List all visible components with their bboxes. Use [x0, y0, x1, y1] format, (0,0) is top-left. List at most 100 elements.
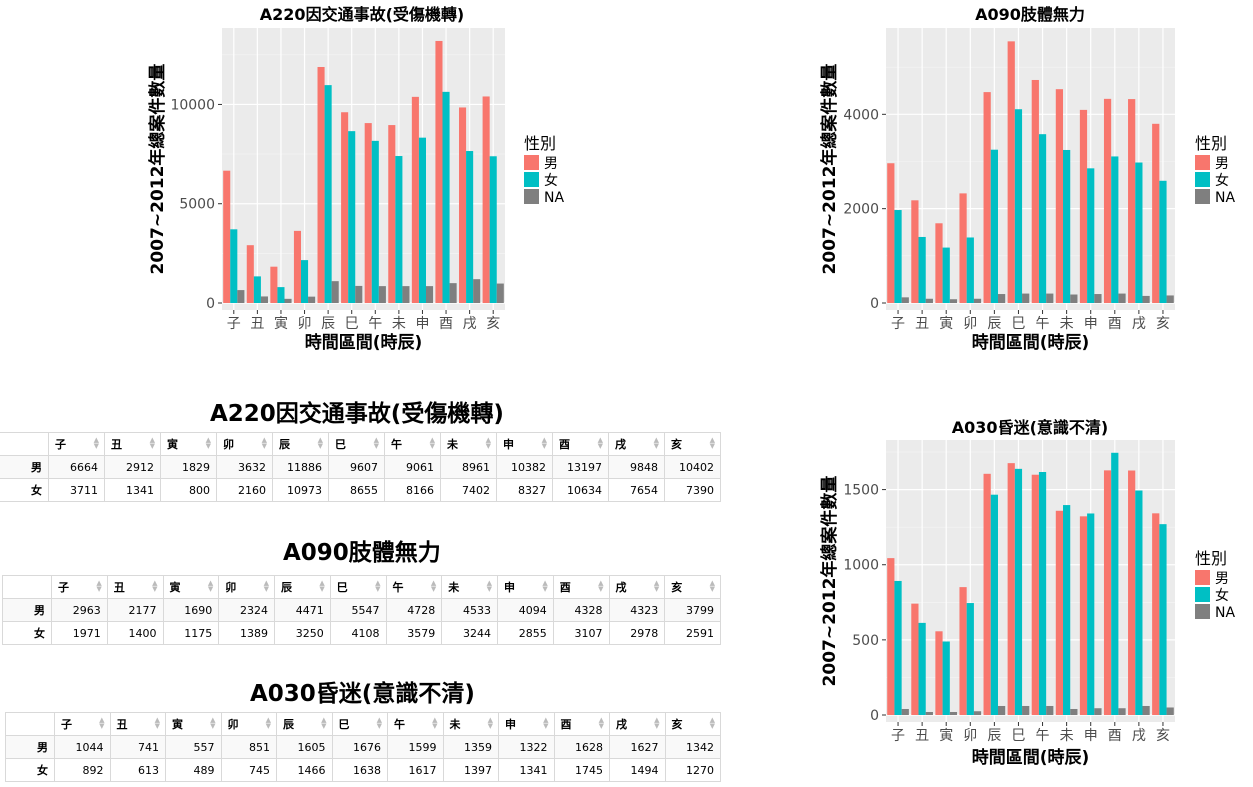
chart-title: A220因交通事故(受傷機轉) — [260, 5, 464, 24]
sort-icon[interactable]: ▲ ▼ — [709, 579, 715, 593]
sort-icon[interactable]: ▲ ▼ — [653, 579, 660, 593]
table-cell: 1617 — [387, 758, 444, 782]
table-cell: 1971 — [51, 621, 108, 645]
sort-icon[interactable]: ▲ ▼ — [542, 579, 548, 593]
sort-icon[interactable]: ▲ ▼ — [317, 436, 323, 450]
column-header[interactable]: 亥 ▲ ▼ — [664, 575, 721, 599]
column-header[interactable]: 申 ▲ ▼ — [498, 712, 555, 736]
column-header[interactable]: 酉 ▲ ▼ — [553, 712, 610, 736]
column-header[interactable]: 巳 ▲ ▼ — [328, 432, 385, 456]
column-header[interactable]: 卯 ▲ ▼ — [218, 575, 275, 599]
column-header[interactable]: 寅 ▲ ▼ — [162, 575, 220, 599]
sort-icon[interactable]: ▲ ▼ — [149, 436, 155, 450]
sort-icon[interactable]: ▲ ▼ — [207, 579, 214, 593]
sort-icon[interactable]: ▲ ▼ — [154, 716, 160, 730]
sort-icon[interactable]: ▲ ▼ — [376, 716, 382, 730]
x-tick-label: 卯 — [298, 316, 312, 332]
column-header[interactable]: 丑 ▲ ▼ — [109, 712, 166, 736]
sort-icon[interactable]: ▲ ▼ — [321, 716, 327, 730]
column-header[interactable]: 亥 ▲ ▼ — [664, 712, 721, 736]
sort-icon[interactable]: ▲ ▼ — [486, 579, 492, 593]
column-header[interactable]: 戌 ▲ ▼ — [608, 432, 665, 456]
chart-a030: 0 500 1000 1500 子丑寅卯辰巳午未申酉戌亥 A030昏迷(意識不清) 時間區間… — [620, 400, 1253, 787]
table-cell: 1397 — [442, 758, 499, 782]
sort-icon[interactable]: ▲ ▼ — [99, 716, 105, 730]
bar-NA — [284, 298, 292, 303]
column-header[interactable]: 午 ▲ ▼ — [385, 575, 443, 599]
plot-panel — [222, 28, 505, 310]
sort-icon[interactable]: ▲ ▼ — [543, 716, 549, 730]
column-header[interactable]: 辰 ▲ ▼ — [274, 575, 331, 599]
sort-icon[interactable]: ▲ ▼ — [263, 579, 269, 593]
column-header[interactable]: 未 ▲ ▼ — [441, 575, 498, 599]
column-header[interactable]: 卯 ▲ ▼ — [216, 432, 273, 456]
column-header[interactable]: 申 ▲ ▼ — [496, 432, 553, 456]
column-header[interactable]: 子 ▲ ▼ — [54, 712, 111, 736]
bar-女 — [942, 247, 950, 303]
table-cell: 892 — [54, 758, 111, 782]
column-header[interactable]: 子 ▲ ▼ — [48, 432, 105, 456]
bar-NA — [973, 298, 982, 303]
column-header[interactable]: 丑 ▲ ▼ — [106, 575, 164, 599]
sort-icon[interactable]: ▲ ▼ — [261, 436, 267, 450]
sort-icon[interactable]: ▲ ▼ — [654, 716, 660, 730]
sort-icon[interactable]: ▲ ▼ — [319, 579, 325, 593]
sort-icon[interactable]: ▲ ▼ — [93, 436, 99, 450]
bar-男 — [364, 123, 372, 304]
column-header[interactable]: 戌 ▲ ▼ — [608, 575, 666, 599]
column-header[interactable]: 卯 ▲ ▼ — [220, 712, 277, 736]
sort-icon[interactable]: ▲ ▼ — [487, 716, 493, 730]
column-header[interactable]: 寅 ▲ ▼ — [165, 712, 222, 736]
column-header[interactable]: 戌 ▲ ▼ — [609, 712, 666, 736]
bar-女 — [1111, 156, 1119, 303]
chart-title: A030昏迷(意識不清) — [952, 418, 1108, 437]
sort-icon[interactable]: ▲ ▼ — [96, 579, 102, 593]
sort-icon[interactable]: ▲ ▼ — [429, 436, 435, 450]
table-cell: 1359 — [442, 735, 499, 759]
column-header[interactable]: 午 ▲ ▼ — [387, 712, 444, 736]
column-header[interactable]: 寅 ▲ ▼ — [160, 432, 217, 456]
bar-男 — [887, 558, 895, 715]
column-header[interactable]: 未 ▲ ▼ — [440, 432, 497, 456]
bar-女 — [918, 622, 926, 715]
sort-icon[interactable]: ▲ ▼ — [709, 716, 715, 730]
column-header[interactable]: 丑 ▲ ▼ — [104, 432, 161, 456]
sort-icon[interactable]: ▲ ▼ — [152, 579, 158, 593]
table-cell: 851 — [220, 735, 277, 759]
table-cell: 4094 — [497, 598, 554, 622]
table-cell: 10382 — [496, 455, 553, 479]
sort-icon[interactable]: ▲ ▼ — [205, 436, 211, 450]
sort-icon[interactable]: ▲ ▼ — [485, 436, 491, 450]
sort-icon[interactable]: ▲ ▼ — [598, 716, 604, 730]
column-header[interactable]: 午 ▲ ▼ — [384, 432, 441, 456]
column-header[interactable]: 巳 ▲ ▼ — [331, 712, 388, 736]
sort-icon[interactable]: ▲ ▼ — [597, 436, 603, 450]
column-header[interactable]: 未 ▲ ▼ — [442, 712, 499, 736]
sort-icon[interactable]: ▲ ▼ — [541, 436, 547, 450]
table-row: 女 892 613 489 745 1466 1638 1617 1397 1341 1745 149… — [5, 758, 721, 782]
table-corner — [5, 712, 55, 736]
table-corner — [2, 575, 52, 599]
sort-icon[interactable]: ▲ ▼ — [265, 716, 271, 730]
table-cell: 7390 — [664, 478, 721, 502]
sort-icon[interactable]: ▲ ▼ — [598, 579, 604, 593]
sort-icon[interactable]: ▲ ▼ — [432, 716, 438, 730]
column-header[interactable]: 子 ▲ ▼ — [51, 575, 108, 599]
sort-icon[interactable]: ▲ ▼ — [653, 436, 659, 450]
bar-女 — [348, 131, 356, 303]
column-header[interactable]: 亥 ▲ ▼ — [664, 432, 721, 456]
column-header[interactable]: 辰 ▲ ▼ — [272, 432, 329, 456]
column-header[interactable]: 酉 ▲ ▼ — [552, 575, 610, 599]
sort-icon[interactable]: ▲ ▼ — [709, 436, 715, 450]
bar-女 — [1063, 505, 1071, 715]
bar-女 — [301, 260, 309, 303]
sort-icon[interactable]: ▲ ▼ — [430, 579, 437, 593]
column-header[interactable]: 酉 ▲ ▼ — [552, 432, 609, 456]
sort-icon[interactable]: ▲ ▼ — [210, 716, 216, 730]
column-header[interactable]: 申 ▲ ▼ — [497, 575, 554, 599]
table-row: 男 1044 741 557 851 1605 1676 1599 1359 1322 1628 16… — [5, 735, 721, 759]
sort-icon[interactable]: ▲ ▼ — [375, 579, 381, 593]
column-header[interactable]: 巳 ▲ ▼ — [329, 575, 387, 599]
column-header[interactable]: 辰 ▲ ▼ — [276, 712, 333, 736]
sort-icon[interactable]: ▲ ▼ — [373, 436, 379, 450]
